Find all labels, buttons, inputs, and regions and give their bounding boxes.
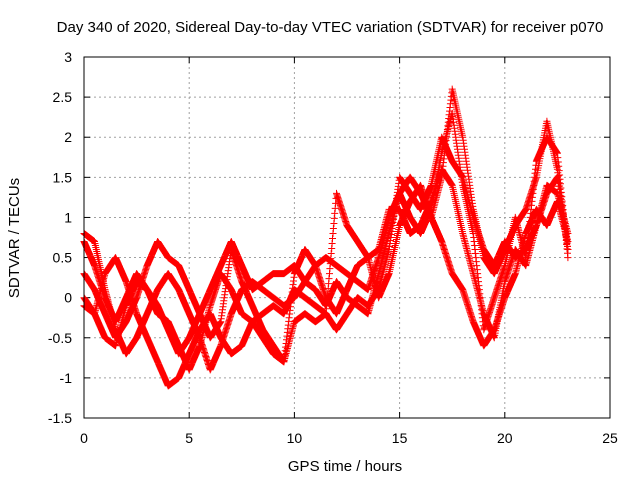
chart-title: Day 340 of 2020, Sidereal Day-to-day VTE… (57, 19, 604, 36)
data-marks (80, 85, 572, 390)
x-tick-label: 5 (185, 430, 193, 446)
y-tick-label: 0 (64, 290, 72, 306)
y-tick-label: 2 (64, 129, 72, 145)
x-tick-label: 25 (602, 430, 618, 446)
y-tick-label: 1 (64, 209, 72, 225)
plot-frame (83, 56, 611, 419)
y-tick-label: -1 (60, 370, 73, 386)
y-tick-label: -0.5 (48, 330, 72, 346)
y-tick-label: -1.5 (48, 410, 72, 426)
x-tick-label: 10 (287, 430, 303, 446)
x-tick-label: 0 (80, 430, 88, 446)
x-axis-label: GPS time / hours (288, 458, 402, 475)
y-tick-label: 2.5 (53, 89, 73, 105)
x-tick-label: 15 (392, 430, 408, 446)
x-tick-label: 20 (497, 430, 513, 446)
y-tick-label: 3 (64, 49, 72, 65)
y-axis-label: SDTVAR / TECUs (6, 178, 23, 298)
y-tick-label: 1.5 (53, 169, 73, 185)
y-tick-label: 0.5 (53, 250, 73, 266)
